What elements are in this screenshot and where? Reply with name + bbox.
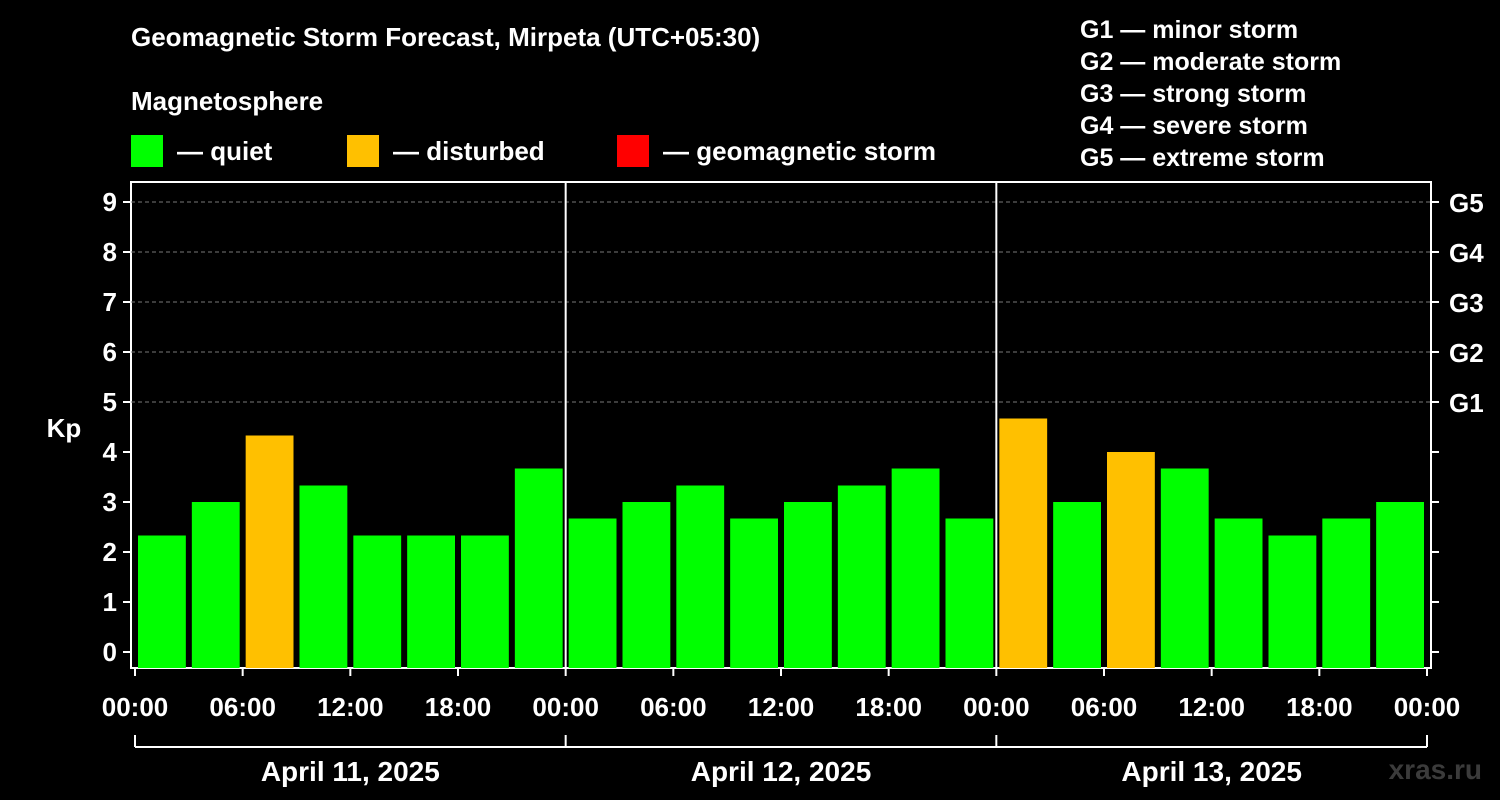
legend-label-disturbed: — disturbed: [393, 135, 545, 166]
x-tick-label: 06:00: [209, 692, 276, 722]
day-label: April 12, 2025: [691, 756, 872, 787]
x-tick-label: 18:00: [1286, 692, 1353, 722]
x-tick-label: 12:00: [1178, 692, 1245, 722]
bar-quiet: [568, 518, 617, 668]
day-label: April 13, 2025: [1121, 756, 1302, 787]
storm-scale-g3: G3 — strong storm: [1080, 80, 1307, 108]
storm-level-label: G5: [1449, 188, 1484, 218]
bar-disturbed: [245, 435, 294, 668]
bar-quiet: [299, 485, 348, 668]
bar-quiet: [138, 535, 186, 668]
legend-label-storm: — geomagnetic storm: [663, 135, 937, 166]
bar-quiet: [676, 485, 725, 668]
y-tick-label: 6: [103, 337, 117, 367]
storm-scale-legend: G1 — minor storm G2 — moderate storm G3 …: [1080, 14, 1341, 174]
chart-title: Geomagnetic Storm Forecast, Mirpeta (UTC…: [131, 22, 761, 52]
bar-quiet: [1214, 518, 1263, 668]
y-tick-label: 4: [103, 437, 118, 467]
bar-quiet: [622, 502, 671, 668]
bar-quiet: [730, 518, 778, 668]
x-tick-label: 18:00: [855, 692, 922, 722]
x-tick-label: 00:00: [532, 692, 599, 722]
watermark: xras.ru: [1388, 754, 1482, 785]
bar-disturbed: [999, 418, 1048, 668]
x-tick-label: 00:00: [963, 692, 1030, 722]
y-axis-label: Kp: [47, 413, 82, 443]
bar-quiet: [1268, 535, 1317, 668]
bar-quiet: [784, 502, 832, 668]
legend-item-storm: — geomagnetic storm: [617, 134, 936, 168]
storm-scale-g1: G1 — minor storm: [1080, 16, 1299, 44]
chart-subtitle: Magnetosphere: [131, 86, 324, 116]
bar-quiet: [891, 468, 940, 668]
y-tick-label: 5: [103, 387, 117, 417]
bar-quiet: [945, 518, 994, 668]
storm-scale-g2: G2 — moderate storm: [1080, 48, 1342, 76]
bar-quiet: [461, 535, 509, 668]
x-tick-label: 06:00: [1071, 692, 1138, 722]
legend-swatch-quiet: [131, 135, 163, 167]
legend-swatch-disturbed: [347, 135, 379, 167]
x-tick-label: 12:00: [317, 692, 384, 722]
x-tick-label: 00:00: [102, 692, 169, 722]
storm-level-label: G2: [1449, 338, 1484, 368]
bar-quiet: [353, 535, 402, 668]
bar-quiet: [407, 535, 455, 668]
legend-label-quiet: — quiet: [177, 135, 273, 166]
bar-quiet: [1322, 518, 1371, 668]
y-tick-label: 1: [103, 587, 117, 617]
bar-quiet: [514, 468, 563, 668]
storm-scale-g4: G4 — severe storm: [1080, 112, 1308, 140]
x-tick-label: 18:00: [425, 692, 492, 722]
storm-level-label: G1: [1449, 388, 1484, 418]
y-tick-label: 9: [103, 187, 117, 217]
storm-level-label: G3: [1449, 288, 1484, 318]
legend-swatch-storm: [617, 135, 649, 167]
y-tick-label: 0: [103, 637, 117, 667]
legend-item-quiet: — quiet: [131, 134, 272, 168]
x-tick-label: 06:00: [640, 692, 707, 722]
legend-item-disturbed: — disturbed: [347, 134, 545, 168]
y-tick-label: 7: [103, 287, 117, 317]
y-tick-label: 2: [103, 537, 117, 567]
bar-quiet: [1376, 502, 1424, 668]
bar-disturbed: [1107, 452, 1155, 668]
x-tick-label: 12:00: [748, 692, 815, 722]
storm-scale-g5: G5 — extreme storm: [1080, 144, 1325, 172]
y-tick-label: 3: [103, 487, 117, 517]
bar-quiet: [191, 502, 240, 668]
bar-quiet: [1160, 468, 1209, 668]
y-tick-label: 8: [103, 237, 117, 267]
bar-quiet: [837, 485, 886, 668]
x-tick-label: 00:00: [1394, 692, 1461, 722]
bar-quiet: [1053, 502, 1101, 668]
storm-level-label: G4: [1449, 238, 1484, 268]
day-label: April 11, 2025: [261, 756, 440, 787]
